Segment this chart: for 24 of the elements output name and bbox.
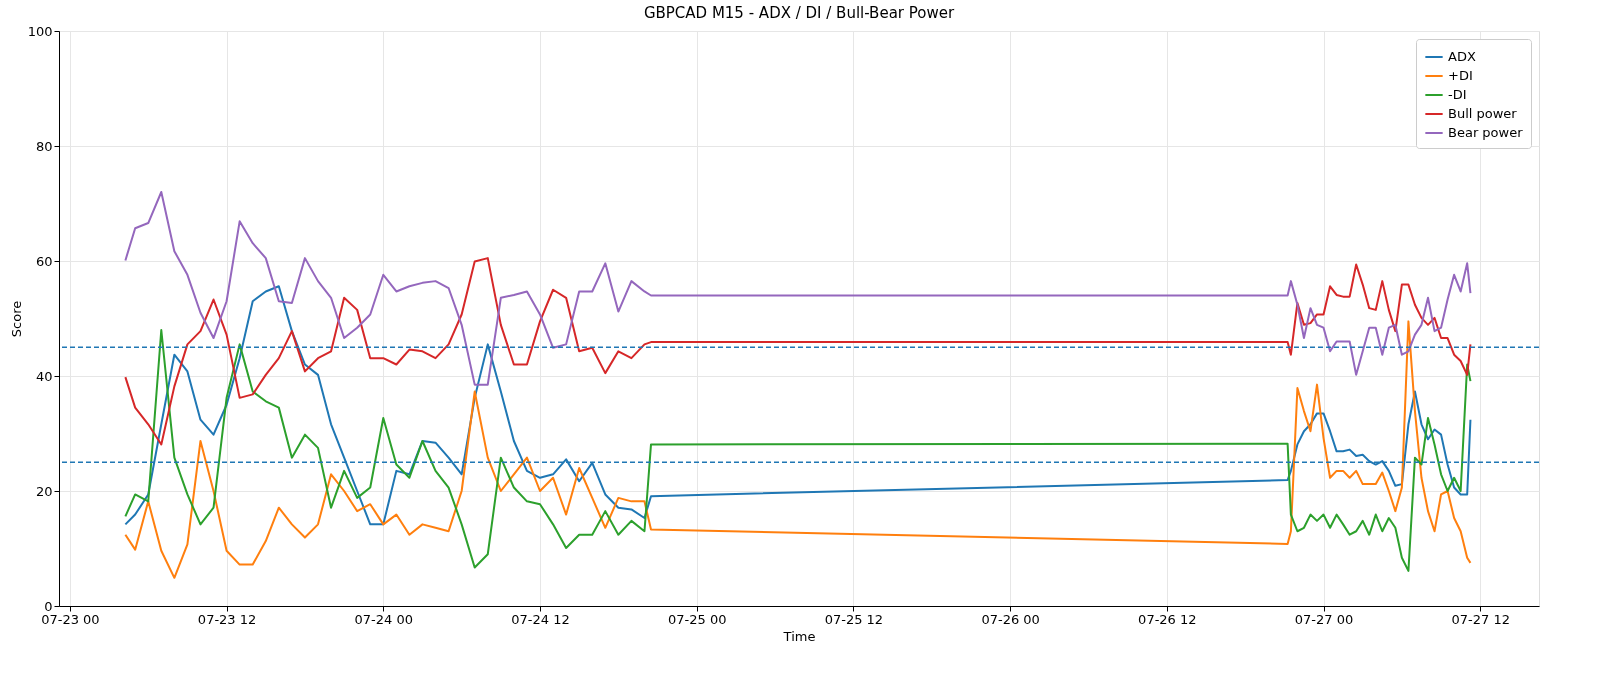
x-tick-label: 07-23 12 [197, 611, 257, 627]
legend-label: -DI [1448, 87, 1467, 102]
x-tick-label: 07-24 12 [511, 611, 570, 627]
legend-label: +DI [1448, 68, 1473, 83]
x-tick-label: 07-23 00 [41, 611, 100, 627]
legend-label: ADX [1448, 49, 1476, 64]
x-axis-title: Time [782, 628, 816, 644]
y-tick-label: 60 [35, 253, 53, 269]
x-tick-label: 07-27 12 [1451, 611, 1510, 627]
x-tick-label: 07-26 00 [981, 611, 1040, 627]
legend-label: Bull power [1448, 106, 1518, 121]
x-tick-label: 07-27 00 [1294, 611, 1354, 627]
x-tick-label: 07-25 12 [824, 611, 884, 627]
legend-label: Bear power [1448, 125, 1524, 140]
y-tick-label: 0 [44, 598, 53, 614]
y-tick-label: 20 [35, 483, 53, 499]
chart-title: GBPCAD M15 - ADX / DI / Bull-Bear Power [643, 4, 955, 22]
y-tick-label: 80 [35, 138, 53, 154]
x-tick-label: 07-25 00 [667, 611, 727, 627]
y-axis-title: Score [8, 300, 24, 338]
x-tick-label: 07-24 00 [354, 611, 414, 627]
y-tick-label: 100 [27, 23, 53, 39]
y-tick-label: 40 [35, 368, 53, 384]
x-tick-label: 07-26 12 [1138, 611, 1197, 627]
